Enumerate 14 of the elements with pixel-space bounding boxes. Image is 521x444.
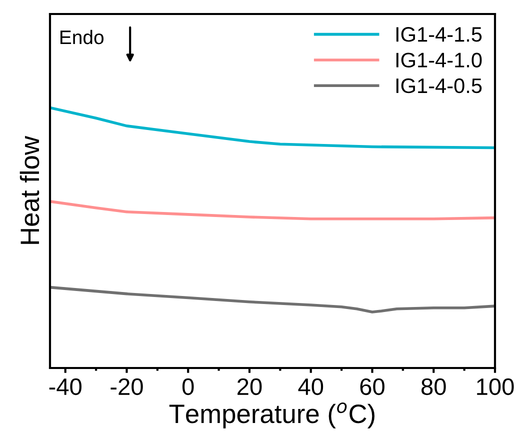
x-tick-label: 20: [238, 378, 262, 396]
x-tick-label: -40: [49, 378, 82, 396]
x-tick-label: -20: [110, 378, 143, 396]
x-tick-label: 80: [422, 378, 446, 396]
x-tick-label: 100: [477, 378, 514, 396]
x-tick-label: 40: [298, 378, 324, 396]
legend-label: IG1-4-0.5: [396, 78, 482, 94]
x-tick-label: 60: [360, 378, 384, 396]
x-tick-label: 0: [182, 378, 194, 396]
text: Endo: [60, 30, 104, 44]
legend-label: IG1-4-1.5: [396, 27, 482, 42]
x-axis-title: Temperature ($^{o}$C): [169, 402, 374, 428]
y-axis-title: Heat flow: [20, 136, 40, 244]
legend-label: IG1-4-1.0: [396, 52, 482, 68]
